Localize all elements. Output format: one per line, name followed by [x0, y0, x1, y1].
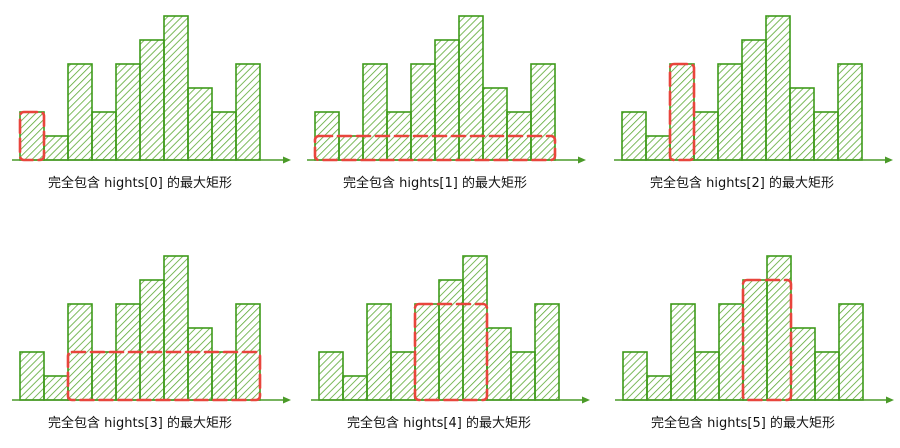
max-rectangle-outline	[18, 110, 46, 162]
bar-7	[789, 87, 815, 161]
bar-2	[366, 303, 392, 401]
bar-9	[235, 63, 261, 161]
bar-6	[163, 255, 189, 401]
panel-caption: 完全包含 hights[4] 的最大矩形	[347, 415, 531, 431]
bar-6	[765, 15, 791, 161]
panel-caption: 完全包含 hights[2] 的最大矩形	[650, 175, 834, 191]
bar-3	[390, 351, 416, 401]
x-axis-arrow	[283, 396, 291, 404]
bar-4	[410, 63, 436, 161]
bar-3	[694, 351, 720, 401]
bar-6	[458, 15, 484, 161]
panel-caption: 完全包含 hights[3] 的最大矩形	[48, 415, 232, 431]
histogram-panel-0: 完全包含 hights[0] 的最大矩形	[12, 15, 291, 191]
bar-6	[163, 15, 189, 161]
max-rectangle-outline	[313, 134, 557, 162]
bar-9	[534, 303, 560, 401]
bar-1	[43, 375, 69, 401]
bar-7	[482, 87, 508, 161]
bar-5	[434, 39, 460, 161]
x-axis-arrow	[886, 396, 894, 404]
max-rectangle-outline	[413, 302, 489, 402]
bar-6	[766, 255, 792, 401]
bar-8	[211, 111, 237, 161]
x-axis-arrow	[582, 396, 590, 404]
bar-1	[342, 375, 368, 401]
histogram-panel-3: 完全包含 hights[3] 的最大矩形	[12, 255, 291, 431]
histogram-panel-2: 完全包含 hights[2] 的最大矩形	[614, 15, 893, 191]
bar-0	[19, 351, 45, 401]
bar-3	[693, 111, 719, 161]
bar-7	[790, 327, 816, 401]
bar-4	[718, 303, 744, 401]
bar-2	[669, 63, 695, 161]
panel-caption: 完全包含 hights[5] 的最大矩形	[651, 415, 835, 431]
bar-4	[115, 63, 141, 161]
bar-1	[43, 135, 69, 161]
max-rectangle-outline	[741, 278, 793, 402]
bar-2	[362, 63, 388, 161]
x-axis-arrow	[283, 156, 291, 164]
bar-5	[742, 279, 768, 401]
bar-8	[813, 111, 839, 161]
bar-4	[414, 303, 440, 401]
bar-2	[67, 63, 93, 161]
bar-5	[741, 39, 767, 161]
x-axis-arrow	[578, 156, 586, 164]
bar-8	[510, 351, 536, 401]
bar-9	[838, 303, 864, 401]
bar-3	[91, 351, 117, 401]
bar-0	[318, 351, 344, 401]
bar-5	[438, 279, 464, 401]
bar-0	[19, 111, 45, 161]
bar-5	[139, 39, 165, 161]
bar-9	[837, 63, 863, 161]
bar-1	[338, 135, 364, 161]
bar-5	[139, 279, 165, 401]
bar-3	[91, 111, 117, 161]
max-rectangle-outline	[66, 350, 262, 402]
histogram-panel-1: 完全包含 hights[1] 的最大矩形	[307, 15, 586, 191]
panel-caption: 完全包含 hights[0] 的最大矩形	[48, 175, 232, 191]
bar-0	[622, 351, 648, 401]
bar-7	[187, 87, 213, 161]
bar-2	[670, 303, 696, 401]
max-rectangle-outline	[668, 62, 696, 162]
bar-4	[717, 63, 743, 161]
bar-8	[814, 351, 840, 401]
bar-1	[645, 135, 671, 161]
bar-7	[486, 327, 512, 401]
bar-8	[211, 351, 237, 401]
histogram-panel-4: 完全包含 hights[4] 的最大矩形	[311, 255, 590, 431]
bar-0	[621, 111, 647, 161]
bar-6	[462, 255, 488, 401]
histogram-panel-5: 完全包含 hights[5] 的最大矩形	[615, 255, 894, 431]
bar-9	[530, 63, 556, 161]
panel-caption: 完全包含 hights[1] 的最大矩形	[343, 175, 527, 191]
bar-7	[187, 327, 213, 401]
bar-1	[646, 375, 672, 401]
x-axis-arrow	[885, 156, 893, 164]
